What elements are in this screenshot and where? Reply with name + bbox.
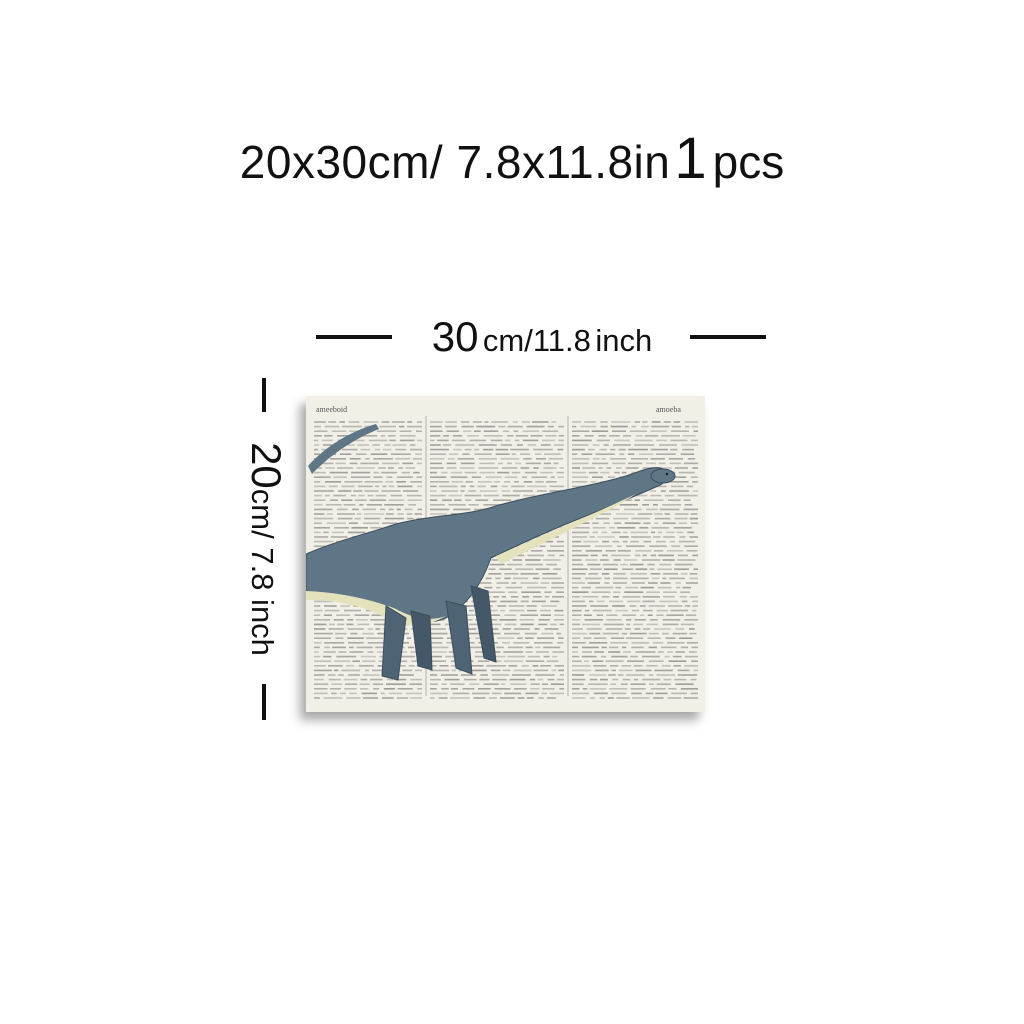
dinosaur-artwork: ameeboid amoeba	[306, 405, 698, 699]
height-line-top	[262, 378, 266, 412]
size-text: 20x30cm/ 7.8x11.8in	[239, 136, 671, 188]
width-value: 30	[431, 313, 479, 360]
height-value: 20	[243, 442, 290, 489]
height-unit: cm/ 7.8 inch	[245, 488, 280, 656]
background-dinosaur-neck	[308, 424, 379, 474]
width-label: 30 cm/11.8 inch	[406, 316, 678, 358]
width-unit: cm/11.8	[482, 323, 591, 358]
size-headline: 20x30cm/ 7.8x11.8in1 pcs	[0, 130, 1024, 188]
dinosaur-figure	[306, 467, 676, 681]
width-line-left	[316, 335, 392, 339]
height-line-bottom	[262, 684, 266, 720]
page-header-left: ameeboid	[316, 405, 347, 414]
height-dimension: 20cm/ 7.8 inch	[236, 378, 296, 720]
dinosaur-head	[650, 468, 676, 484]
width-line-right	[690, 335, 766, 339]
canvas-print: ameeboid amoeba	[306, 396, 705, 712]
page-header-right: amoeba	[656, 405, 681, 414]
width-dimension: 30 cm/11.8 inch	[310, 312, 770, 362]
piece-count: 1	[674, 126, 707, 191]
piece-unit: pcs	[712, 136, 785, 188]
width-imperial-unit: inch	[595, 323, 653, 358]
height-label: 20cm/ 7.8 inch	[243, 442, 290, 656]
